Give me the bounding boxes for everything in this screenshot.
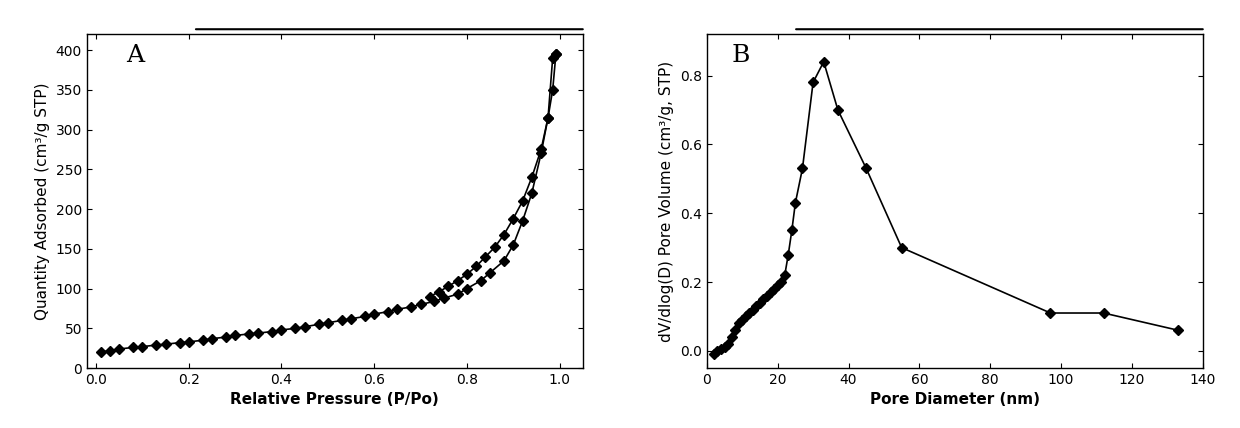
X-axis label: Pore Diameter (nm): Pore Diameter (nm) [869,392,1040,407]
X-axis label: Relative Pressure (P/Po): Relative Pressure (P/Po) [231,392,439,407]
Y-axis label: dV/dlog(D) Pore Volume (cm³/g, STP): dV/dlog(D) Pore Volume (cm³/g, STP) [660,61,675,342]
Text: B: B [732,44,750,67]
Text: A: A [126,44,145,67]
Y-axis label: Quantity Adsorbed (cm³/g STP): Quantity Adsorbed (cm³/g STP) [35,83,50,320]
